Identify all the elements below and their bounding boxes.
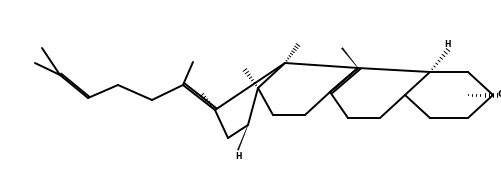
Text: H: H [235,152,241,161]
Text: OH: OH [498,91,501,99]
Text: H: H [445,40,451,49]
Polygon shape [237,125,248,150]
Polygon shape [342,48,358,68]
